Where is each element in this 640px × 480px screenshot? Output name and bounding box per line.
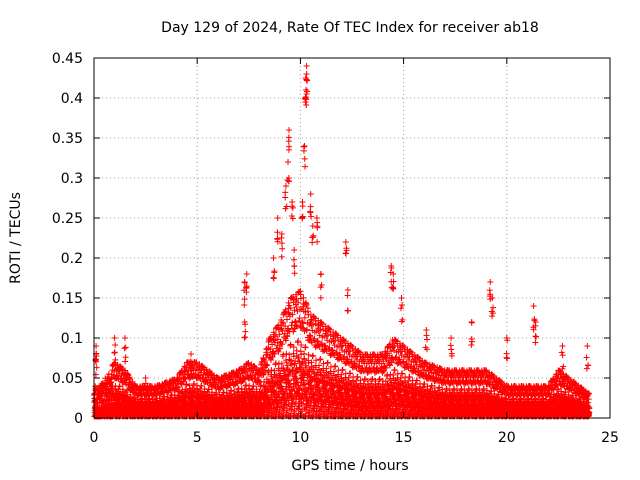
data-point [310,352,317,359]
data-point [451,385,458,392]
data-point [473,385,480,392]
data-point [117,375,124,382]
data-point [127,391,134,398]
data-point [107,379,114,386]
data-point [339,366,346,373]
data-point [399,370,406,377]
data-point [387,371,394,378]
data-point [183,381,190,388]
data-point [293,347,300,354]
data-point [332,363,339,370]
chart-title: Day 129 of 2024, Rate Of TEC Index for r… [161,20,539,36]
data-point [280,351,287,358]
data-point [347,370,354,377]
data-point [238,385,245,392]
data-point [305,351,312,358]
data-point [268,367,275,374]
data-point [406,373,413,380]
data-point [443,385,450,392]
data-point [105,375,112,382]
data-point [116,383,123,390]
data-point [391,366,398,373]
data-point [292,318,299,325]
data-point [265,368,272,375]
data-point [317,356,324,363]
data-point [296,288,303,295]
data-point [119,386,126,393]
data-point [181,374,188,381]
data-point [296,315,303,322]
data-point [168,391,175,398]
data-point [458,385,465,392]
data-point [175,384,182,391]
data-point [284,316,291,323]
data-point [354,373,361,380]
data-points [91,63,593,420]
data-point [324,359,331,366]
data-point [466,385,473,392]
